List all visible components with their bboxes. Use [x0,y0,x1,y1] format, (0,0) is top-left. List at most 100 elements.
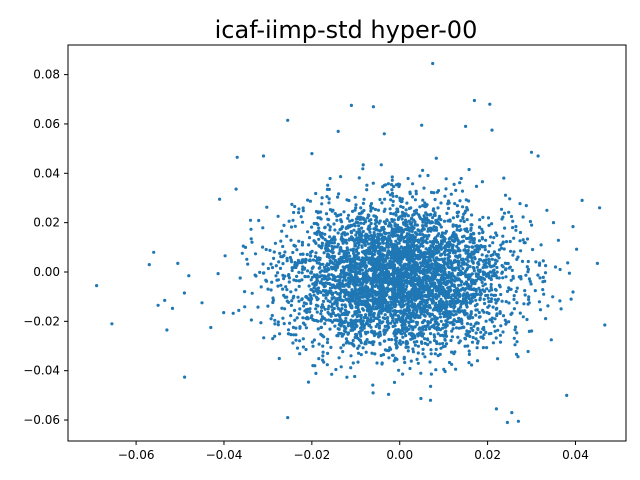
data-point [286,328,291,332]
data-point-outlier [558,267,562,272]
data-point [364,285,368,289]
data-point [324,248,328,252]
data-point [474,337,478,341]
data-point [273,334,277,338]
data-point [340,232,344,236]
data-point [454,266,458,270]
data-point [399,309,403,313]
data-point [302,304,306,308]
data-point [297,211,301,215]
data-point [515,286,519,290]
data-point [439,253,443,257]
data-point [376,268,380,272]
data-point [439,201,443,205]
data-point [501,240,505,244]
data-point [450,362,454,366]
data-point-outlier [529,150,534,154]
data-point [281,316,285,320]
data-point [477,315,481,319]
data-point [333,212,337,216]
data-point [489,277,493,282]
data-point [481,308,485,312]
data-point [515,340,519,344]
data-point [272,256,276,260]
data-point [362,221,366,226]
data-point [479,244,483,248]
data-point [394,234,398,238]
data-point [404,247,408,251]
data-point [386,182,390,186]
data-point [322,335,326,339]
data-point [379,273,383,277]
data-point [487,223,491,227]
data-point [466,285,470,289]
data-point [394,239,398,243]
data-point [481,284,485,288]
data-point [234,187,238,191]
data-point [370,254,375,258]
data-point [462,219,466,224]
data-point [435,321,439,325]
data-point [432,325,436,329]
data-point [391,290,395,295]
data-point [416,351,420,355]
data-point [418,280,422,284]
data-point [425,274,429,278]
data-point [299,215,303,219]
data-point [491,341,495,345]
data-point [404,269,408,273]
data-point-outlier [545,208,549,212]
data-point [487,332,491,336]
data-point [355,217,359,221]
data-point [519,275,523,279]
data-point [378,232,382,236]
data-point [345,248,350,252]
data-point [481,327,485,331]
data-point [402,274,406,278]
data-point [485,346,489,350]
data-point [463,227,467,231]
data-point [330,273,334,277]
data-point [361,229,365,234]
data-point [501,265,505,269]
data-point [401,236,405,240]
data-point [381,316,385,320]
data-point [468,240,472,244]
data-point [444,229,448,233]
data-point [405,223,409,227]
data-point [332,235,336,239]
data-point [301,316,305,320]
data-point [320,241,324,245]
data-point [388,193,392,197]
data-point-outlier [464,124,468,128]
data-point [449,279,453,283]
data-point [282,277,286,281]
data-point [443,194,447,198]
data-point [492,324,496,328]
data-point [395,247,399,251]
data-point [426,229,430,233]
data-point [327,281,331,286]
data-point [335,303,339,308]
data-point [507,301,511,305]
data-point [494,307,498,311]
data-point [476,272,480,276]
data-point [486,271,491,275]
data-point [425,251,429,255]
data-point [330,255,334,259]
data-point [444,300,449,304]
data-point [337,258,341,262]
data-point [397,341,401,345]
data-point [427,246,431,250]
data-point [452,249,456,253]
data-point [425,261,429,265]
data-point [393,224,397,228]
data-point [478,296,482,300]
data-point [386,289,390,293]
data-point [489,285,493,290]
data-point [392,331,396,335]
data-point [362,326,366,330]
data-point [489,235,493,239]
data-point [397,290,401,294]
y-tick-label: −0.02 [23,314,60,328]
